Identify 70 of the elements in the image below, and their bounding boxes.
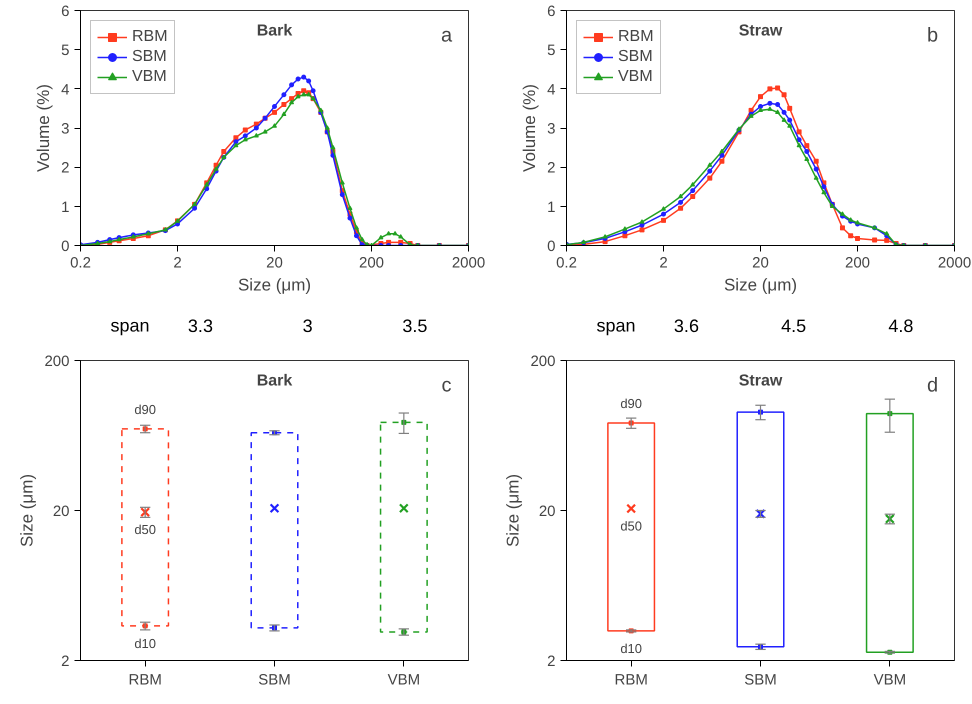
y-tick-label: 20	[52, 503, 70, 520]
y-tick-label: 6	[547, 3, 556, 20]
text: span	[110, 316, 150, 336]
y-axis-title: Volume (%)	[34, 84, 54, 172]
y-tick-label: 2	[547, 653, 556, 670]
x-tick-label: 2000	[938, 254, 972, 272]
x-axis-title: Size (μm)	[724, 276, 798, 294]
y-tick-label: 20	[538, 503, 556, 520]
x-tick-label: VBM	[388, 672, 420, 688]
y-tick-label: 2	[61, 160, 70, 177]
x-tick-label: 0.2	[70, 254, 91, 272]
y-tick-label: 200	[44, 353, 70, 370]
y-tick-label: 5	[61, 42, 70, 60]
annotation: d50	[134, 522, 156, 538]
y-tick-label: 0	[61, 238, 70, 255]
x-tick-label: RBM	[128, 672, 162, 688]
y-tick-label: 6	[61, 3, 70, 20]
text: Straw	[738, 372, 783, 390]
legend-label: VBM	[132, 68, 167, 86]
x-tick-label: RBM	[614, 672, 648, 688]
y-tick-label: 1	[547, 198, 556, 216]
legend-label: RBM	[618, 28, 654, 46]
text: 3	[302, 316, 313, 336]
text: 3.6	[674, 316, 699, 336]
annotation: d10	[134, 636, 156, 651]
x-tick-label: 2	[659, 254, 668, 272]
annotation: d10	[620, 640, 642, 656]
y-tick-label: 4	[61, 81, 70, 98]
x-tick-label: 20	[752, 254, 769, 272]
text: 3.5	[402, 316, 428, 336]
text: span	[596, 316, 636, 336]
text: 4.5	[781, 316, 806, 336]
x-tick-label: SBM	[258, 672, 291, 688]
y-tick-label: 200	[530, 353, 556, 370]
x-tick-label: 20	[266, 254, 283, 272]
y-tick-label: 3	[61, 120, 70, 138]
x-tick-label: 200	[358, 254, 384, 272]
x-tick-label: VBM	[874, 672, 906, 688]
y-axis-title: Volume (%)	[520, 84, 540, 172]
x-axis-title: Size (μm)	[238, 276, 312, 294]
y-axis-title: Size (μm)	[503, 474, 522, 548]
x-tick-label: 2	[173, 254, 182, 272]
annotation: d90	[620, 396, 642, 412]
legend-label: SBM	[132, 48, 167, 66]
annotation: d90	[134, 402, 156, 417]
text: 4.8	[888, 316, 914, 336]
annotation: c	[442, 374, 452, 396]
y-tick-label: 3	[547, 120, 556, 138]
legend-label: SBM	[618, 48, 653, 66]
annotation: b	[926, 24, 938, 46]
y-tick-label: 1	[61, 198, 70, 216]
x-tick-label: 200	[844, 254, 870, 272]
y-tick-label: 0	[547, 238, 556, 255]
text: Bark	[256, 22, 292, 40]
y-tick-label: 2	[547, 160, 556, 177]
text: Bark	[256, 372, 292, 390]
y-tick-label: 4	[547, 81, 556, 98]
y-axis-title: Size (μm)	[17, 474, 36, 548]
legend-label: RBM	[132, 28, 168, 46]
text: 3.3	[188, 316, 213, 336]
annotation: a	[440, 24, 453, 46]
annotation: d	[926, 374, 938, 396]
y-tick-label: 5	[547, 42, 556, 60]
text: Straw	[738, 22, 783, 40]
x-tick-label: SBM	[744, 672, 777, 688]
x-tick-label: 0.2	[556, 254, 577, 272]
y-tick-label: 2	[61, 653, 70, 670]
legend-label: VBM	[618, 68, 653, 86]
annotation: d50	[620, 518, 642, 534]
x-tick-label: 2000	[452, 254, 486, 272]
